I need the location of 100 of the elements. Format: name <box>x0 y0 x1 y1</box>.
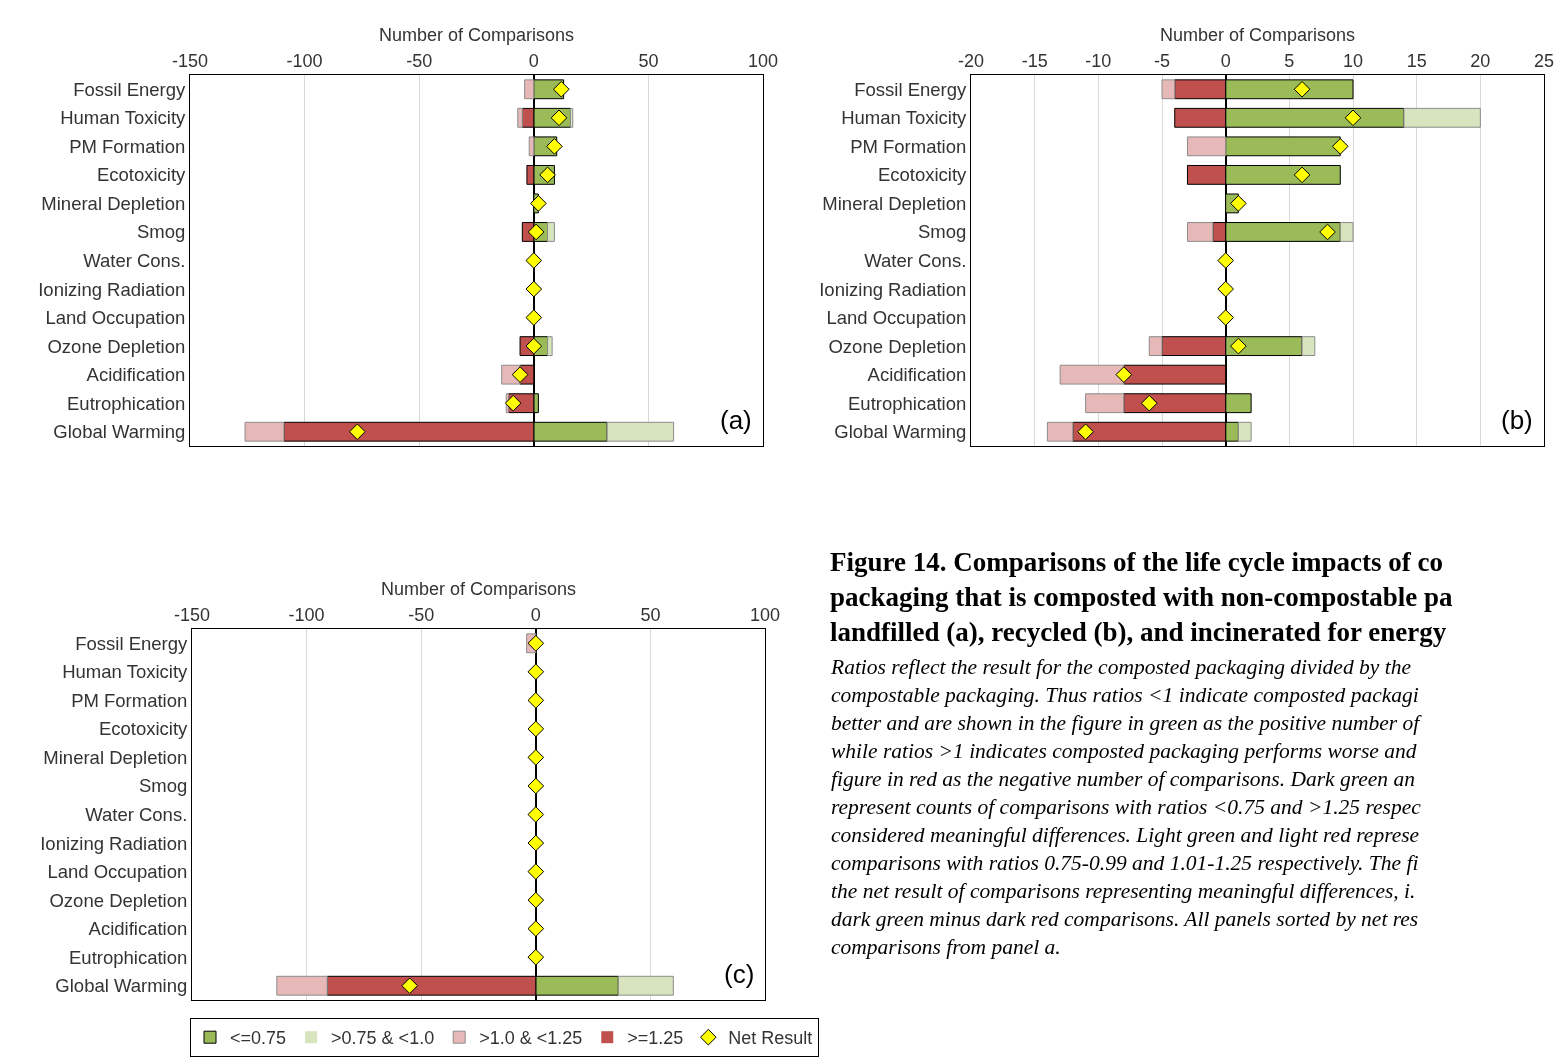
x-tick-label: -50 <box>406 50 433 71</box>
bar <box>1059 364 1125 385</box>
x-tick-label: 50 <box>640 604 661 625</box>
y-tick-label: Ozone Depletion <box>47 335 186 357</box>
bar <box>517 107 523 128</box>
point <box>1217 280 1234 298</box>
y-tick-label: Water Cons. <box>85 803 188 825</box>
point <box>1230 337 1247 355</box>
y-tick-label: Ecotoxicity <box>877 164 968 186</box>
y-tick-label: Fossil Energy <box>73 78 187 100</box>
y-tick-label: Fossil Energy <box>75 632 189 654</box>
x-tick-label: -150 <box>173 604 211 625</box>
legend-label: >=1.25 <box>627 1028 684 1049</box>
y-tick-label: Water Cons. <box>864 249 967 271</box>
y-tick-label: Mineral Depletion <box>41 192 186 214</box>
y-tick-label: Fossil Energy <box>854 78 968 100</box>
point <box>511 366 529 383</box>
y-tick-label: Land Occupation <box>45 307 186 329</box>
x-tick-label: -10 <box>1085 50 1112 71</box>
bar <box>1237 421 1252 442</box>
point <box>1319 223 1336 241</box>
y-tick-label: Land Occupation <box>47 861 188 883</box>
point <box>1217 309 1234 326</box>
x-tick-label: 15 <box>1406 50 1427 71</box>
point <box>525 337 543 355</box>
x-tick-label: -15 <box>1021 50 1048 71</box>
bar <box>276 975 328 996</box>
x-tick-label: -20 <box>957 50 985 71</box>
bar <box>1148 336 1163 357</box>
x-tick-label: 100 <box>749 604 781 625</box>
y-tick-label: Eutrophication <box>848 392 967 414</box>
y-tick-label: Ecotoxicity <box>98 718 189 740</box>
x-tick-label: 100 <box>747 50 779 71</box>
y-tick-label: Global Warming <box>834 421 967 443</box>
bar <box>1403 107 1481 128</box>
point <box>525 309 543 326</box>
x-axis-title: Number of Comparisons <box>380 579 577 599</box>
bar <box>569 107 574 128</box>
y-tick-label: Smog <box>138 775 188 797</box>
point <box>553 80 570 98</box>
point <box>527 223 545 241</box>
point <box>349 423 366 441</box>
point <box>1115 366 1133 383</box>
y-tick-label: Acidification <box>88 918 188 940</box>
point <box>1344 109 1362 127</box>
y-tick-label: Water Cons. <box>83 249 186 271</box>
bar <box>528 136 535 157</box>
bar <box>1186 136 1227 157</box>
y-tick-label: Ozone Depletion <box>828 335 967 357</box>
y-tick-label: Ozone Depletion <box>49 889 188 911</box>
x-tick-label: 50 <box>638 50 659 71</box>
y-tick-label: Eutrophication <box>69 946 188 968</box>
x-axis-title: Number of Comparisons <box>378 25 575 45</box>
y-tick-label: Eutrophication <box>67 392 186 414</box>
y-tick-label: Ecotoxicity <box>96 164 187 186</box>
point <box>1293 166 1311 184</box>
annotation: (c) <box>724 959 755 989</box>
bar <box>1301 336 1316 357</box>
y-tick-label: Smog <box>917 221 967 243</box>
y-tick-label: Global Warming <box>55 975 188 997</box>
point <box>1077 423 1094 441</box>
bar <box>617 975 674 996</box>
x-tick-label: 20 <box>1470 50 1491 71</box>
annotation: (b) <box>1501 405 1533 435</box>
x-tick-label: 5 <box>1284 50 1295 71</box>
point <box>1140 394 1158 412</box>
bar <box>1085 393 1125 414</box>
point <box>539 166 556 184</box>
x-tick-label: 0 <box>528 50 539 71</box>
bar <box>1046 421 1074 442</box>
y-tick-label: Human Toxicity <box>60 107 187 129</box>
bar <box>1339 222 1354 242</box>
y-tick-label: PM Formation <box>71 689 188 711</box>
text: Figure 14. Comparisons of the life cycle impacts of co packaging that is composted with non-compostable pa landfilled (a), recycled (b), and incinerated for energy <box>830 547 1454 648</box>
point <box>1230 195 1247 212</box>
x-tick-label: -5 <box>1153 50 1171 71</box>
bar <box>547 222 555 242</box>
y-tick-label: Ionizing Radiation <box>40 832 188 854</box>
y-tick-label: Smog <box>136 221 186 243</box>
point <box>525 252 543 269</box>
bar <box>1161 79 1176 100</box>
point <box>530 195 547 212</box>
point <box>525 280 543 298</box>
x-tick-label: -100 <box>286 50 323 71</box>
y-tick-label: Ionizing Radiation <box>819 278 967 300</box>
point <box>1217 252 1234 269</box>
x-tick-label: -50 <box>408 604 435 625</box>
x-tick-label: 25 <box>1533 50 1555 71</box>
x-tick-label: -150 <box>171 50 209 71</box>
bar <box>1186 222 1214 242</box>
bar <box>547 336 553 357</box>
point <box>1331 138 1349 155</box>
legend-label: >1.0 & <1.25 <box>479 1028 583 1049</box>
x-tick-label: 10 <box>1342 50 1364 71</box>
y-tick-label: PM Formation <box>69 135 186 157</box>
y-tick-label: Human Toxicity <box>841 107 968 129</box>
y-tick-label: Ionizing Radiation <box>38 278 186 300</box>
point <box>1293 80 1311 98</box>
y-tick-label: Mineral Depletion <box>822 192 967 214</box>
bar <box>606 421 675 442</box>
